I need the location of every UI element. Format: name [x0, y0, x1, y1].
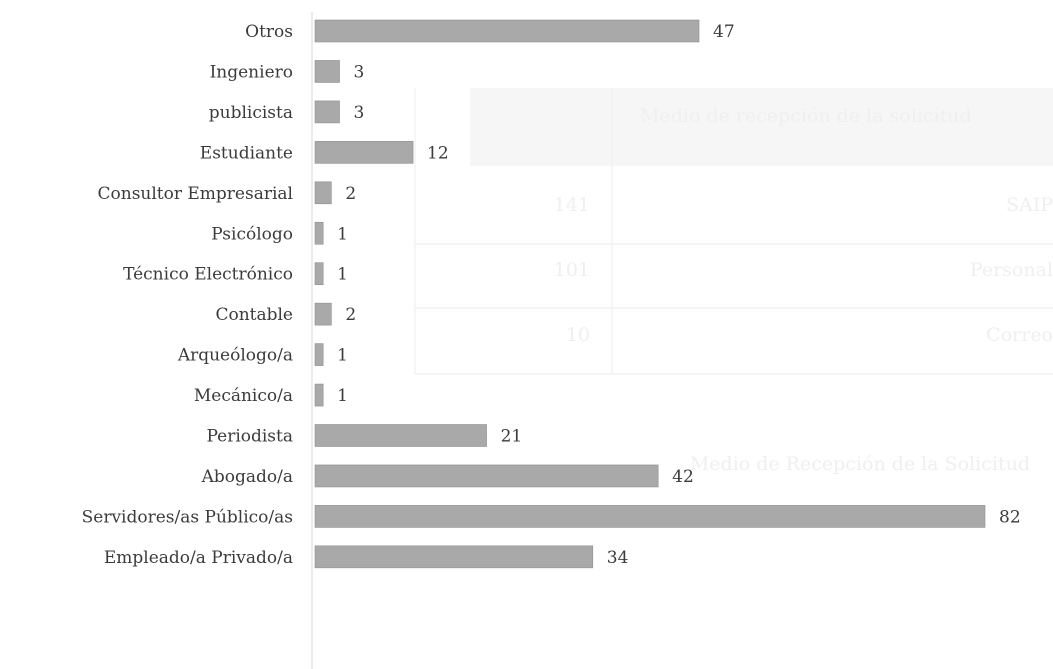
- data-label: 34: [607, 548, 629, 568]
- bar: [314, 383, 324, 407]
- bleed-row-label-2: Correo: [986, 324, 1053, 346]
- bleed-through-layer: Medio de recepción de la solicitud SAIP …: [414, 88, 1053, 475]
- category-label: Consultor Empresarial: [98, 184, 294, 204]
- data-label: 21: [501, 427, 523, 447]
- category-label: Estudiante: [200, 143, 293, 163]
- category-label: Periodista: [206, 427, 293, 447]
- bar: [314, 60, 340, 83]
- bar: [314, 302, 332, 326]
- category-label: Contable: [215, 305, 293, 325]
- bar: [314, 505, 986, 528]
- bar: [314, 221, 324, 245]
- category-label: publicista: [209, 103, 293, 123]
- bleed-table-header: Medio de recepción de la solicitud: [640, 105, 972, 127]
- data-label: 12: [427, 143, 449, 163]
- category-label: Mecánico/a: [194, 386, 293, 406]
- bar: [314, 464, 659, 488]
- data-label: 1: [337, 386, 348, 406]
- bar: [314, 19, 700, 43]
- bleed-row-value-0: 141: [554, 194, 590, 216]
- data-label: 1: [337, 265, 348, 285]
- bar: [314, 343, 324, 366]
- category-label: Arqueólogo/a: [177, 346, 293, 366]
- bar: [314, 181, 332, 205]
- bar: [314, 141, 414, 164]
- data-label: 82: [999, 507, 1021, 527]
- data-label: 1: [337, 224, 348, 244]
- data-label: 2: [345, 184, 356, 204]
- category-label: Otros: [245, 22, 293, 42]
- bleed-row-value-2: 10: [566, 324, 590, 346]
- bar: [314, 545, 594, 569]
- bar: [314, 262, 324, 286]
- category-label: Servidores/as Público/as: [82, 507, 293, 527]
- data-label: 47: [713, 22, 735, 42]
- data-label: 3: [354, 103, 365, 123]
- bleed-subtitle: Medio de Recepción de la Solicitud: [690, 453, 1030, 475]
- category-label: Empleado/a Privado/a: [104, 548, 293, 568]
- data-label: 2: [345, 305, 356, 325]
- bleed-row-label-1: Personal: [970, 259, 1053, 281]
- category-label: Abogado/a: [201, 467, 293, 487]
- bar: [314, 424, 487, 447]
- category-label: Técnico Electrónico: [123, 265, 293, 285]
- bleed-table-header-bg: [470, 88, 1053, 166]
- bar: [314, 100, 340, 124]
- data-label: 1: [337, 346, 348, 366]
- data-label: 3: [354, 62, 365, 82]
- bleed-row-value-1: 101: [554, 259, 590, 281]
- category-label: Psicólogo: [211, 224, 293, 244]
- category-label: Ingeniero: [210, 62, 293, 82]
- data-label: 42: [672, 467, 694, 487]
- bleed-row-label-0: SAIP: [1006, 194, 1053, 216]
